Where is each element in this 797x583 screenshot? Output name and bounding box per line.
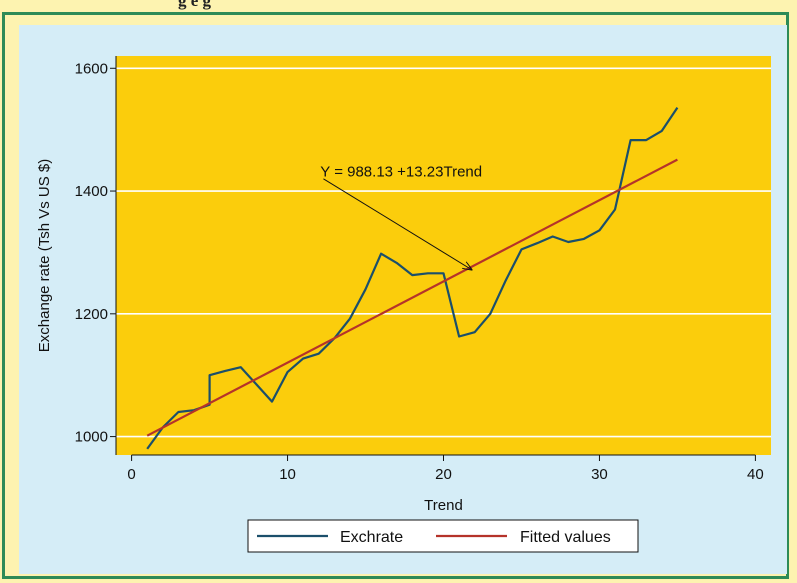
y-tick-label-1600: 1600	[75, 60, 108, 77]
legend: Exchrate Fitted values	[247, 519, 639, 553]
header-strip: g e g	[0, 0, 797, 12]
header-title: g e g	[178, 0, 212, 10]
series-line-exchrate	[146, 106, 679, 450]
y-tick-label-1400: 1400	[75, 183, 108, 200]
x-tick-label-20: 20	[435, 466, 452, 483]
x-tick-label-30: 30	[591, 466, 608, 483]
annotation-group: Y = 988.13 +13.23Trend	[320, 163, 482, 269]
series-line-fitted-values	[146, 158, 678, 437]
legend-label-fitted-values: Fitted values	[520, 529, 611, 546]
x-tick-label-40: 40	[747, 466, 764, 483]
series-group	[146, 106, 679, 450]
gridlines	[116, 67, 771, 438]
y-axis-title: Exchange rate (Tsh Vs US $)	[36, 159, 53, 352]
x-axis-title: Trend	[424, 497, 463, 514]
legend-label-exchrate: Exchrate	[340, 529, 403, 546]
regression-equation-label: Y = 988.13 +13.23Trend	[320, 163, 482, 180]
y-tick-label-1200: 1200	[75, 306, 108, 323]
x-tick-label-0: 0	[127, 466, 135, 483]
annotation-arrow	[323, 178, 471, 270]
y-tick-label-1000: 1000	[75, 429, 108, 446]
plot-area	[116, 56, 771, 455]
x-tick-label-10: 10	[279, 466, 296, 483]
axes: 1000 1200 1400 1600 0 10 20 30 40 Trend Exchange r…	[36, 56, 764, 514]
